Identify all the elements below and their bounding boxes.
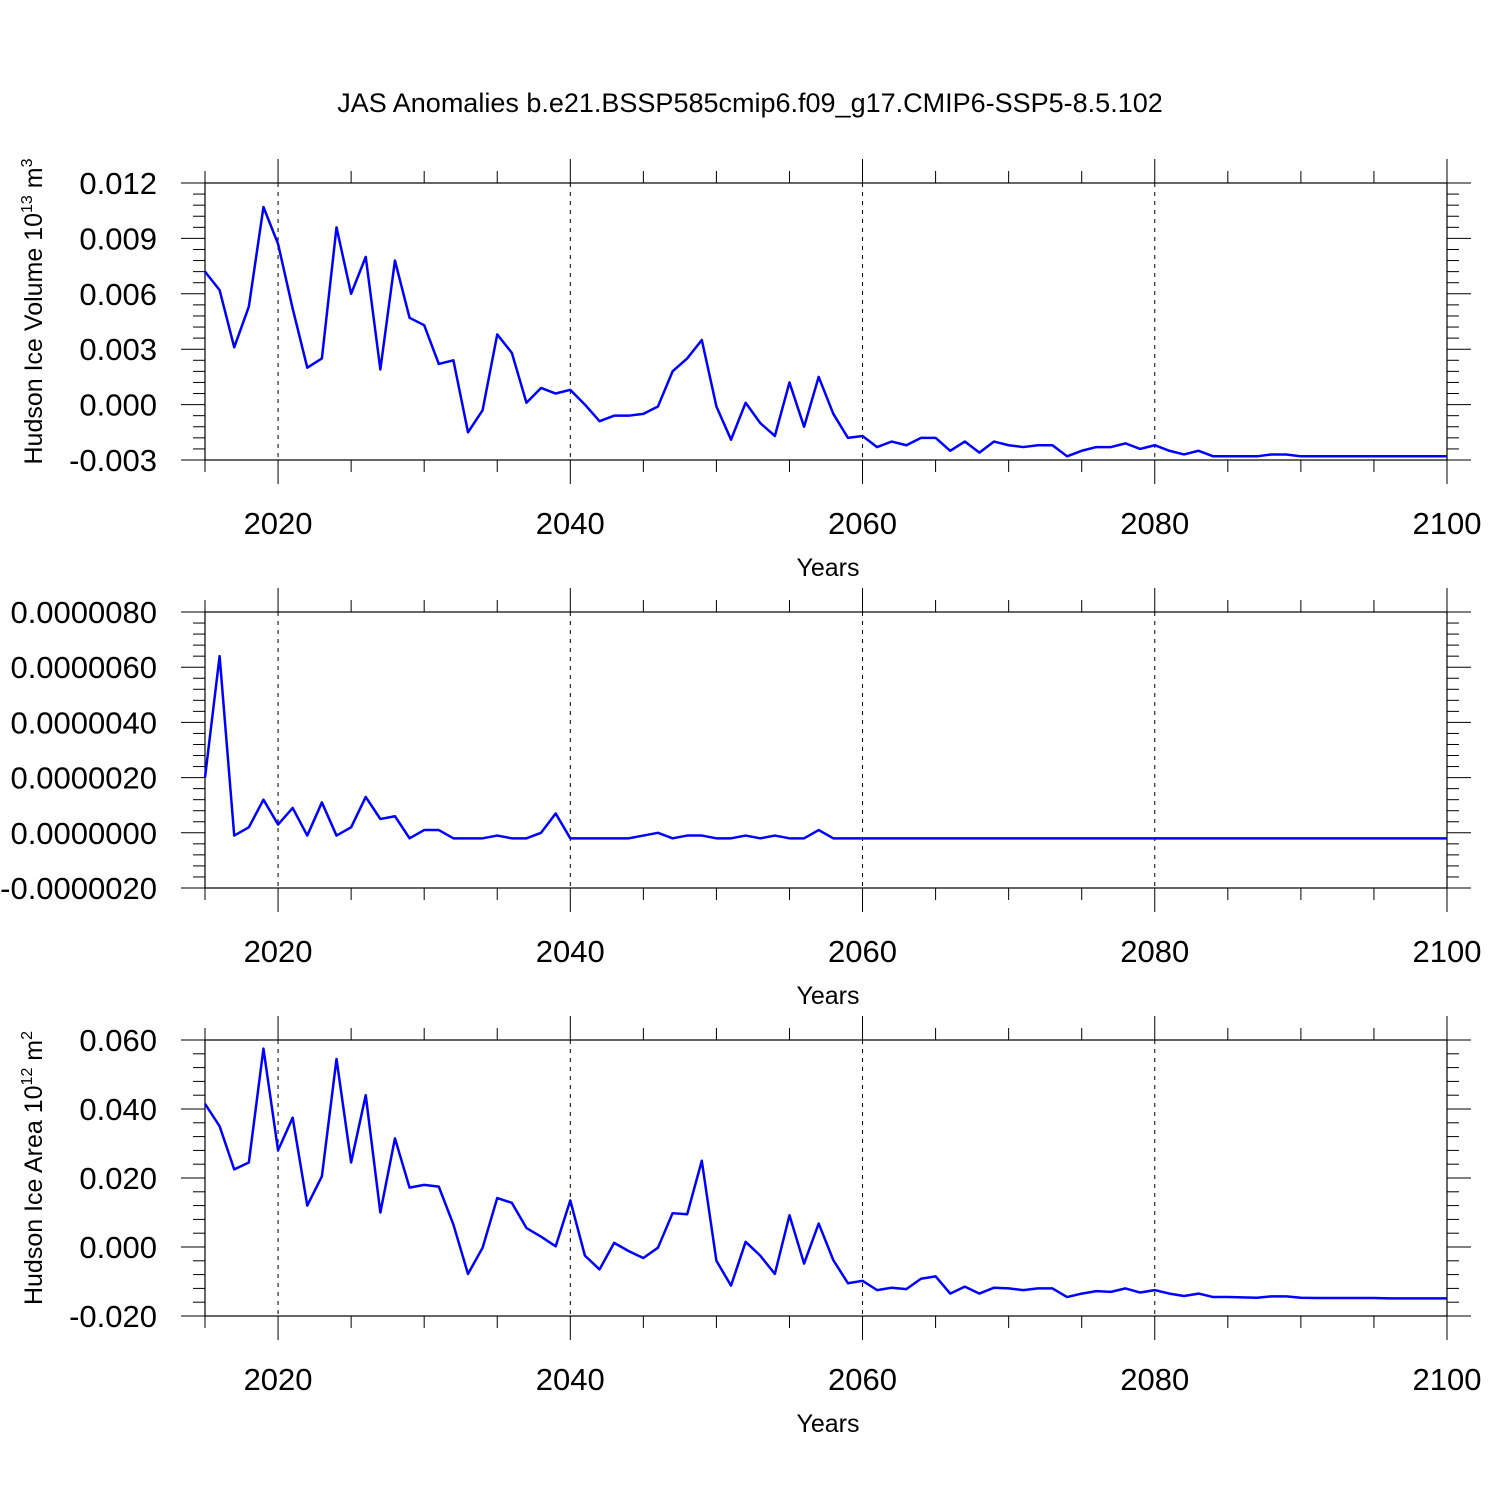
y-tick-label: 0.006 (79, 277, 157, 312)
panel-1: 2020 2040 2060 2080 2100 -0.003 0.000 0.003 0.00… (19, 158, 1481, 582)
series-line (203, 654, 1447, 840)
panel-2: 2020 2040 2060 2080 2100 -0.0000020 0.0000000 0… (0, 588, 1481, 1010)
x-tick-label: 2020 (244, 934, 313, 969)
y-tick-label: 0.0000040 (10, 705, 157, 740)
x-axis-title: Years (796, 554, 859, 582)
panels: 2020 2040 2060 2080 2100 -0.003 0.000 0.003 0.00… (0, 158, 1481, 1438)
chart-title: JAS Anomalies b.e21.BSSP585cmip6.f09_g17… (337, 88, 1163, 118)
x-tick-label: 2040 (536, 1362, 605, 1397)
x-tick-label: 2080 (1120, 934, 1189, 969)
x-tick-label: 2100 (1413, 1362, 1482, 1397)
y-tick-label: 0.009 (79, 221, 157, 256)
y-tick-label: 0.003 (79, 332, 157, 367)
x-tick-label: 2020 (244, 1362, 313, 1397)
y-tick-label: -0.003 (69, 443, 157, 478)
y-axis-title: Hudson Ice Area 1012 m2 (19, 1031, 48, 1305)
plot-frame (204, 611, 1448, 889)
y-tick-label: 0.000 (79, 388, 157, 423)
plot-frame (204, 182, 1448, 461)
x-tick-label: 2020 (244, 506, 313, 541)
x-tick-label: 2100 (1413, 934, 1482, 969)
x-axis-title: Years (796, 1410, 859, 1438)
y-tick-label: 0.012 (79, 166, 157, 201)
y-tick-label: 0.020 (79, 1161, 157, 1196)
x-tick-label: 2060 (828, 506, 897, 541)
x-tick-label: 2100 (1413, 506, 1482, 541)
x-tick-label: 2060 (828, 1362, 897, 1397)
y-tick-label: 0.000 (79, 1230, 157, 1265)
series-line (204, 205, 1447, 458)
series-line (203, 1047, 1447, 1300)
panel-3: 2020 2040 2060 2080 2100 -0.020 0.000 0.020 0.04… (19, 1016, 1481, 1438)
y-axis-title: Hudson Ice Volume 1013 m3 (19, 158, 48, 464)
x-tick-label: 2080 (1120, 1362, 1189, 1397)
x-tick-label: 2040 (536, 934, 605, 969)
x-tick-label: 2060 (828, 934, 897, 969)
x-tick-label: 2080 (1120, 506, 1189, 541)
plot-frame (204, 1039, 1448, 1317)
y-tick-label: 0.040 (79, 1092, 157, 1127)
y-tick-label: 0.0000020 (10, 761, 157, 796)
y-tick-label: 0.0000060 (10, 650, 157, 685)
y-tick-label: 0.060 (79, 1023, 157, 1058)
y-tick-label: 0.0000080 (10, 595, 157, 630)
y-tick-label: -0.020 (69, 1299, 157, 1334)
x-tick-label: 2040 (536, 506, 605, 541)
y-tick-label: 0.0000000 (10, 816, 157, 851)
y-tick-label: -0.0000020 (0, 871, 157, 906)
x-axis-title: Years (796, 982, 859, 1010)
